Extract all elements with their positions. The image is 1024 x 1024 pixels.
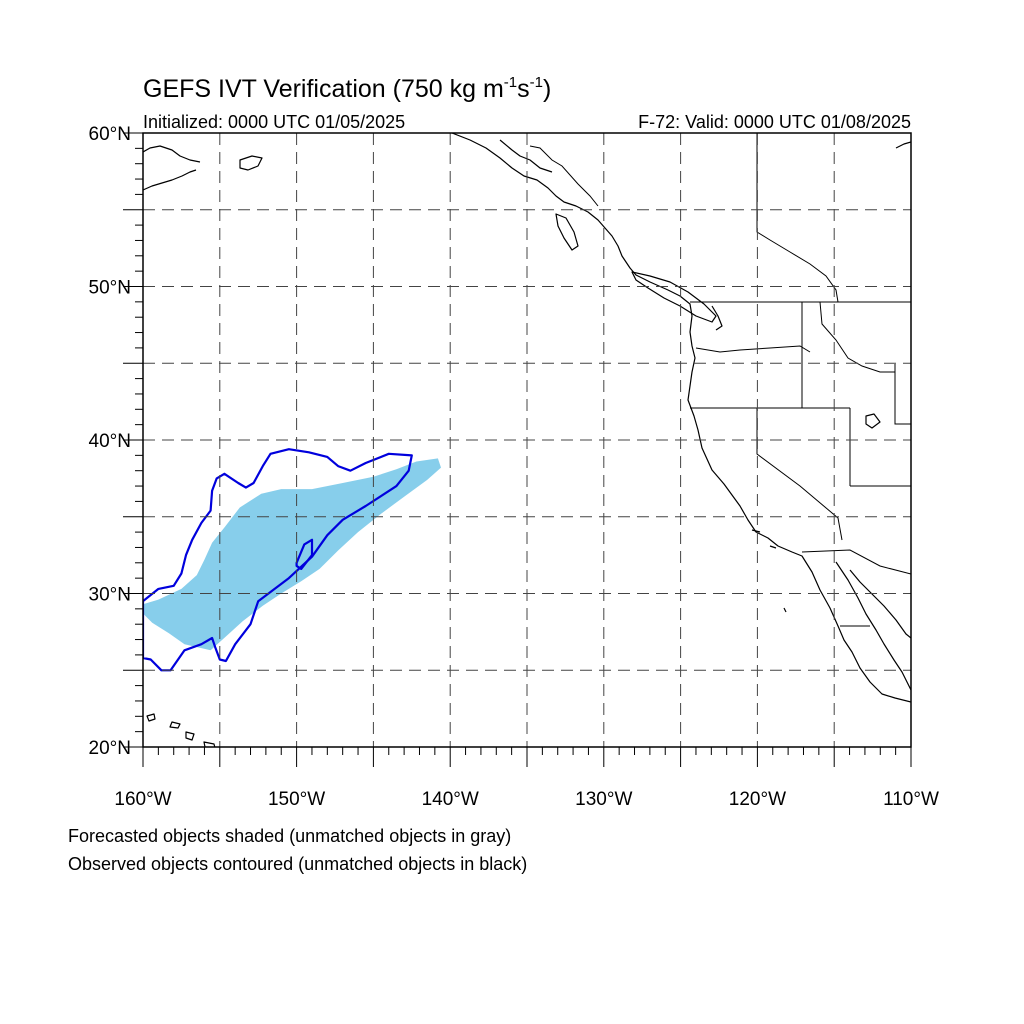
alaska-canada-border: [529, 145, 599, 207]
west-coast-outline: [451, 133, 911, 703]
us-mexico-border: [801, 549, 911, 575]
wy-border: [894, 364, 911, 425]
forecast-legend-note: Forecasted objects shaded (unmatched obj…: [68, 826, 512, 846]
lon-label: 110°W: [883, 789, 939, 810]
revillagigedo-island: [895, 141, 911, 149]
lon-label: 140°W: [422, 789, 479, 810]
hawaii-island-kauai: [146, 713, 156, 722]
lon-label: 130°W: [575, 789, 632, 810]
kodiak-island: [239, 155, 263, 171]
latitude-labels: 60°N 50°N 40°N 30°N 20°N: [89, 124, 131, 759]
baja-gulf-outline: [835, 561, 911, 691]
observed-inner-contour: [295, 538, 314, 571]
vancouver-island: [631, 271, 717, 323]
initialized-time: Initialized: 0000 UTC 01/05/2025: [143, 112, 405, 132]
valid-time: F-72: Valid: 0000 UTC 01/08/2025: [638, 112, 911, 132]
axis-ticks: [123, 132, 912, 767]
id-mt-border: [819, 301, 895, 373]
observed-object-contour: [143, 448, 413, 672]
alaska-coast: [143, 169, 197, 191]
ca-nv-border: [756, 408, 843, 541]
bc-alberta-border: [756, 133, 839, 303]
gridlines: [143, 133, 911, 747]
lat-label: 40°N: [89, 431, 131, 452]
coastlines: [143, 133, 911, 747]
mainland-mexico-coast: [849, 569, 911, 639]
hawaii-island-big: [203, 741, 216, 747]
lat-label: 20°N: [89, 738, 131, 759]
lon-label: 160°W: [114, 789, 171, 810]
haida-gwaii-island: [555, 213, 579, 251]
political-borders: [529, 133, 911, 627]
lon-label: 120°W: [729, 789, 786, 810]
observed-legend-note: Observed objects contoured (unmatched ob…: [68, 854, 528, 874]
great-salt-lake: [865, 413, 881, 429]
guadalupe-island: [783, 607, 787, 613]
puget-sound: [711, 305, 723, 331]
channel-islands: [751, 529, 777, 549]
lat-label: 60°N: [89, 124, 131, 145]
longitude-labels: 160°W 150°W 140°W 130°W 120°W 110°W: [114, 789, 939, 810]
lat-label: 30°N: [89, 585, 131, 606]
wa-or-border: [695, 345, 811, 353]
se-alaska-islands: [499, 139, 553, 173]
lat-label: 50°N: [89, 278, 131, 299]
hawaii-island-maui: [185, 731, 195, 741]
hawaii-island-oahu: [169, 721, 181, 729]
alaska-coast-2: [143, 145, 201, 163]
lon-label: 150°W: [268, 789, 325, 810]
map-title: GEFS IVT Verification (750 kg m-1s-1): [143, 74, 551, 103]
